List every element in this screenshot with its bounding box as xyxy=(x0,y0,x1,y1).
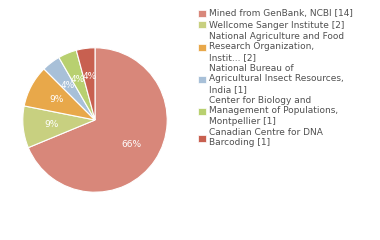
Text: 66%: 66% xyxy=(122,140,142,149)
Wedge shape xyxy=(76,48,95,120)
Text: 4%: 4% xyxy=(82,72,97,81)
Text: 9%: 9% xyxy=(44,120,58,129)
Text: 9%: 9% xyxy=(49,95,63,104)
Text: 4%: 4% xyxy=(71,75,85,84)
Legend: Mined from GenBank, NCBI [14], Wellcome Sanger Institute [2], National Agricultu: Mined from GenBank, NCBI [14], Wellcome … xyxy=(198,9,353,147)
Wedge shape xyxy=(23,106,95,148)
Wedge shape xyxy=(44,57,95,120)
Text: 4%: 4% xyxy=(61,81,75,90)
Wedge shape xyxy=(28,48,167,192)
Wedge shape xyxy=(24,69,95,120)
Wedge shape xyxy=(59,50,95,120)
